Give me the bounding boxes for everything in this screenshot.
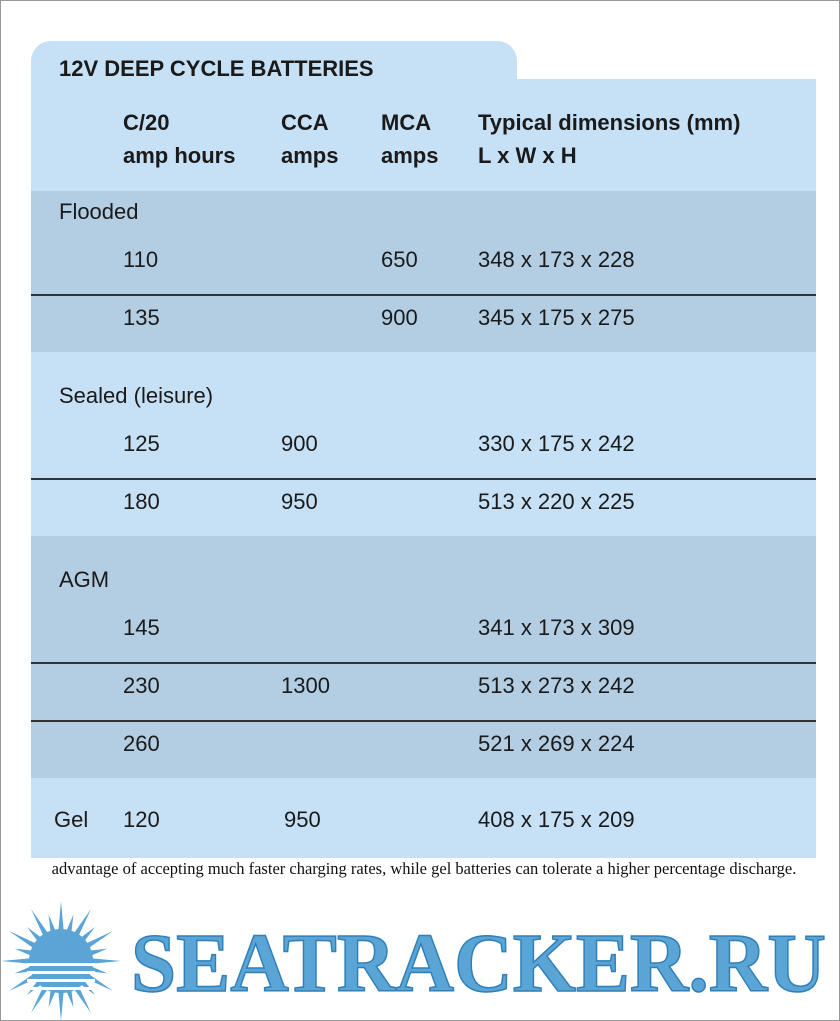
cell: 230 [123,673,160,698]
sun-icon [1,901,121,1021]
row-divider [31,720,816,722]
column-header: CCA [281,110,329,135]
sun-ray [85,973,113,991]
cell: 950 [284,807,321,832]
sun-ray [9,931,37,949]
sun-stripe [27,971,95,974]
sun-ray [48,989,56,1008]
cell: 180 [123,489,160,514]
cell: 348 x 173 x 228 [478,247,635,272]
cell: 110 [123,247,159,272]
cell: 900 [381,305,418,330]
header-band [31,79,816,191]
cell: 145 [123,615,160,640]
row-divider [31,662,816,664]
table-title: 12V DEEP CYCLE BATTERIES [59,56,374,81]
row-divider [31,478,816,480]
group-band [31,778,816,858]
column-header: C/20 [123,110,170,135]
group-label: Flooded [59,199,139,224]
logo: SEATRACKER.RU [1,901,827,1021]
cell: 513 x 273 x 242 [478,673,635,698]
cell: 900 [281,431,318,456]
cell: 408 x 175 x 209 [478,807,635,832]
group-band [31,191,816,352]
cell: 950 [281,489,318,514]
cell: 513 x 220 x 225 [478,489,635,514]
group-label: Gel [54,807,89,832]
sun-ray [1,958,32,964]
column-header: Typical dimensions (mm) [478,110,741,135]
sun-ray [58,990,64,1021]
sun-ray [85,931,113,949]
row-divider [31,294,816,296]
cell: 345 x 175 x 275 [478,305,635,330]
column-header: amps [281,143,339,168]
column-header: amp hours [123,143,236,168]
cell: 341 x 173 x 309 [478,615,635,640]
column-header: L x W x H [478,143,577,168]
sun-ray [31,909,49,937]
sun-ray [14,948,33,956]
cell: 120 [123,807,160,832]
sun-ray [90,958,121,964]
sun-ray [66,914,74,933]
sun-ray [73,909,91,937]
sun-ray [66,989,74,1008]
group-band [31,536,816,778]
sun-ray [89,948,108,956]
cell: 125 [123,431,160,456]
sun-stripe [27,987,95,990]
sun-ray [73,985,91,1013]
sun-stripe [27,979,95,982]
cell: 650 [381,247,418,272]
column-header: amps [381,143,439,168]
cell: 521 x 269 x 224 [478,731,635,756]
group-label: Sealed (leisure) [59,383,214,408]
cell: 135 [123,305,160,330]
sun-ray [9,973,37,991]
column-header: MCA [381,110,432,135]
sun-ray [80,927,95,942]
sun-ray [27,927,42,942]
group-label: AGM [59,567,110,592]
group-band [31,352,816,536]
sun-disc [29,929,93,993]
logo-text: SEATRACKER.RU [131,917,826,1010]
cell: 1300 [281,673,330,698]
sun-ray [31,985,49,1013]
sun-stripe [27,963,95,966]
cell: 260 [123,731,160,756]
sun-ray [48,914,56,933]
sun-ray [58,901,64,932]
cell: 330 x 175 x 242 [478,431,635,456]
